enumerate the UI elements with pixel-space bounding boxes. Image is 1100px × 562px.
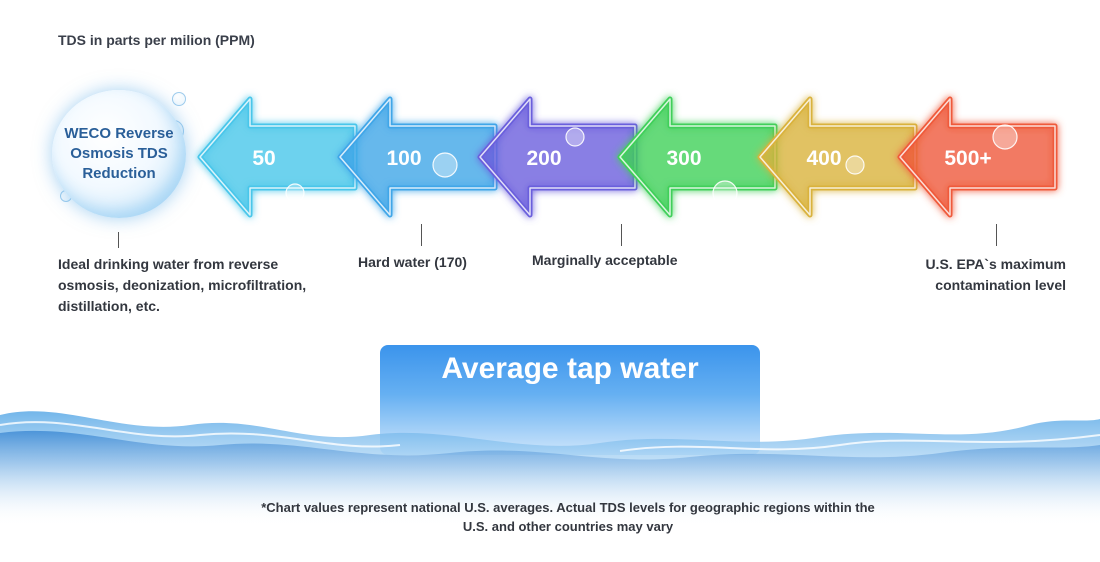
arrow-shape	[197, 96, 358, 218]
arrow-highlight	[899, 98, 1056, 216]
arrow-400: 400	[757, 96, 918, 218]
weco-bubble-label: WECO Reverse Osmosis TDS Reduction	[64, 125, 174, 182]
arrow-value-label: 100	[386, 147, 421, 170]
chart-title: TDS in parts per milion (PPM)	[58, 32, 255, 48]
droplet-icon	[992, 124, 1018, 150]
tick-hard	[421, 224, 422, 246]
small-bubble-icon	[172, 92, 186, 106]
droplet-icon	[565, 127, 585, 147]
annotation-hard-water: Hard water (170)	[358, 254, 467, 270]
droplet-icon	[285, 183, 305, 203]
arrow-value-label: 400	[806, 147, 841, 170]
annotation-ideal: Ideal drinking water from reverse osmosi…	[58, 256, 307, 314]
droplet-icon	[845, 155, 865, 175]
annotation-epa: U.S. EPA`s maximum contamination level	[925, 256, 1066, 293]
arrow-200: 200	[477, 96, 638, 218]
annotation-marginal: Marginally acceptable	[532, 252, 678, 268]
droplet-icon	[432, 152, 458, 178]
arrow-50: 50	[197, 96, 358, 218]
tap-water-label: Average tap water	[441, 352, 699, 385]
arrow-value-label: 50	[252, 147, 275, 170]
arrow-500plus: 500+	[897, 96, 1058, 218]
arrow-value-label: 200	[526, 147, 561, 170]
droplet-icon	[712, 180, 738, 206]
tick-marginal	[621, 224, 622, 246]
arrow-value-label: 300	[666, 147, 701, 170]
arrow-100: 100	[337, 96, 498, 218]
tick-ideal	[118, 232, 119, 248]
arrow-value-label: 500+	[944, 147, 991, 170]
tick-epa	[996, 224, 997, 246]
footnote: *Chart values represent national U.S. av…	[261, 500, 875, 534]
weco-bubble: WECO Reverse Osmosis TDS Reduction	[52, 90, 186, 218]
water-wave	[0, 411, 1100, 525]
arrow-300: 300	[617, 96, 778, 218]
